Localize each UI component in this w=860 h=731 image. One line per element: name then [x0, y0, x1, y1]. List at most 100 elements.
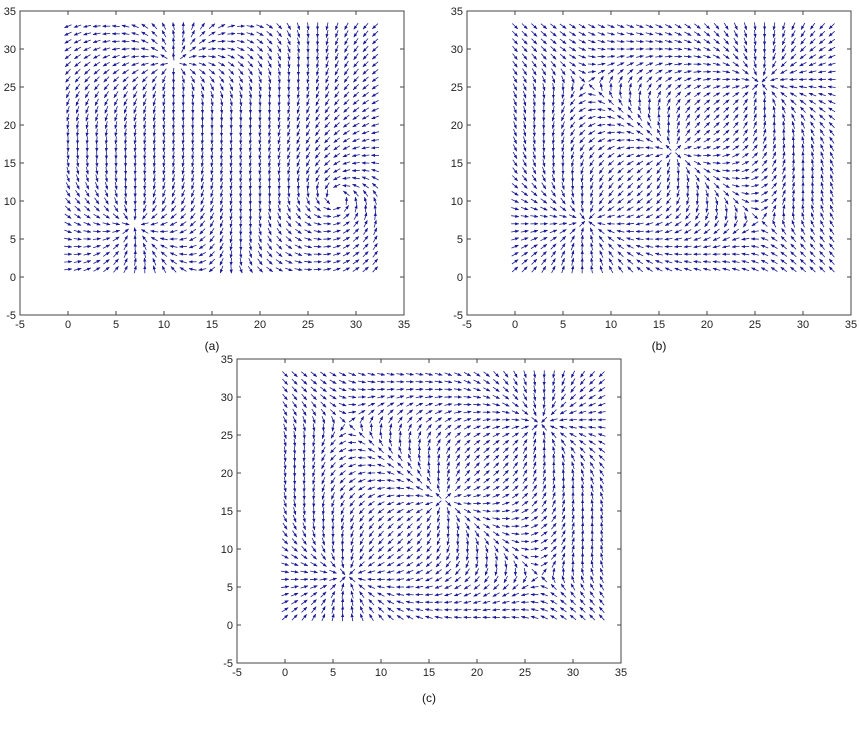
quiver-arrow	[133, 257, 137, 266]
quiver-arrow	[93, 259, 101, 264]
quiver-arrow	[162, 166, 166, 175]
quiver-arrow	[151, 213, 158, 220]
quiver-arrow	[66, 151, 70, 160]
x-tick-label: 10	[605, 319, 617, 331]
quiver-arrow	[152, 143, 156, 152]
quiver-arrow	[162, 98, 166, 107]
quiver-arrow	[161, 265, 167, 273]
quiver-arrow	[143, 143, 147, 152]
quiver-arrow	[160, 213, 168, 219]
y-tick-label: 20	[451, 120, 463, 132]
quiver-arrow	[179, 237, 188, 241]
quiver-arrow	[113, 205, 119, 213]
quiver-arrow	[75, 106, 80, 114]
y-tick-label: 5	[10, 234, 16, 246]
quiver-arrow	[111, 39, 120, 44]
quiver-arrow	[151, 23, 158, 30]
x-tick-label: -5	[15, 319, 25, 331]
quiver-arrow	[150, 236, 158, 242]
quiver-arrow	[113, 91, 119, 99]
quiver-arrow	[95, 166, 99, 175]
quiver-arrow	[74, 76, 81, 83]
quiver-arrow	[73, 46, 82, 52]
quiver-arrow	[66, 174, 70, 183]
quiver-arrow	[84, 68, 91, 75]
quiver-arrow	[181, 121, 185, 130]
quiver-arrow	[143, 121, 147, 130]
quiver-arrow	[85, 159, 89, 168]
quiver-arrow	[102, 222, 111, 226]
quiver-arrow	[83, 54, 91, 59]
quiver-arrow	[83, 252, 92, 256]
quiver-arrow	[65, 189, 71, 197]
x-tick-label: 10	[375, 667, 387, 679]
x-tick-label: 5	[560, 319, 566, 331]
quiver-arrow	[152, 257, 157, 266]
quiver-arrow	[64, 205, 72, 212]
quiver-arrow	[122, 83, 129, 91]
x-tick-label: 15	[423, 667, 435, 679]
quiver-arrow	[75, 182, 80, 190]
quiver-arrow	[74, 54, 82, 60]
quiver-arrow	[103, 69, 110, 75]
quiver-arrow	[114, 136, 118, 145]
quiver-arrow	[143, 189, 147, 198]
quiver-arrow	[124, 197, 128, 206]
quiver-arrow	[152, 265, 156, 274]
quiver-arrow	[150, 222, 159, 226]
quiver-arrow	[133, 227, 137, 236]
quiver-arrow	[181, 136, 185, 145]
quiver-arrow	[131, 32, 139, 36]
quiver-arrow	[85, 121, 89, 130]
y-tick-label: -5	[453, 310, 463, 322]
quiver-arrow	[140, 47, 149, 51]
quiver-arrow	[114, 181, 118, 190]
quiver-arrow	[142, 242, 147, 251]
quiver-arrow	[123, 257, 128, 266]
quiver-arrow	[95, 182, 99, 190]
quiver-arrow	[74, 213, 82, 219]
quiver-arrow	[160, 54, 168, 59]
quiver-arrow	[131, 24, 139, 29]
quiver-arrow	[152, 182, 156, 190]
quiver-arrow	[131, 69, 139, 75]
y-tick-label: 5	[457, 234, 463, 246]
quiver-arrow	[112, 236, 120, 242]
quiver-arrow	[171, 22, 176, 30]
quiver-arrow	[114, 106, 118, 114]
quiver-arrow	[64, 237, 73, 241]
quiver-arrow	[65, 68, 71, 75]
quiver-arrow	[93, 222, 101, 226]
quiver-arrow	[83, 260, 92, 264]
quiver-arrow	[151, 205, 157, 213]
quiver-arrow	[104, 136, 108, 145]
quiver-arrow	[124, 204, 128, 213]
quiver-arrow	[76, 151, 80, 160]
quiver-arrow	[180, 68, 186, 76]
quiver-arrow	[66, 98, 70, 107]
quiver-arrow	[73, 24, 82, 28]
quiver-arrow	[171, 181, 176, 190]
quiver-arrow	[169, 252, 178, 257]
quiver-arrow	[112, 213, 120, 220]
quiver-arrow	[94, 189, 99, 198]
quiver-arrow	[94, 197, 100, 205]
quiver-arrow	[113, 83, 119, 91]
quiver-arrow	[150, 229, 159, 233]
quiver-arrow	[152, 136, 156, 145]
quiver-arrow	[95, 174, 99, 183]
quiver-arrow	[65, 197, 71, 205]
quiver-arrow	[141, 23, 149, 29]
quiver-arrow	[181, 166, 185, 175]
x-tick-label: -5	[462, 319, 472, 331]
quiver-arrow	[161, 22, 167, 30]
quiver-arrow	[102, 251, 110, 257]
quiver-arrow	[104, 113, 108, 122]
quiver-arrow	[64, 221, 72, 226]
quiver-arrow	[179, 260, 188, 264]
quiver-arrow	[161, 197, 167, 205]
quiver-arrow	[171, 197, 176, 205]
quiver-arrow	[170, 266, 177, 273]
quiver-arrow	[159, 237, 168, 241]
quiver-arrow	[131, 62, 139, 66]
